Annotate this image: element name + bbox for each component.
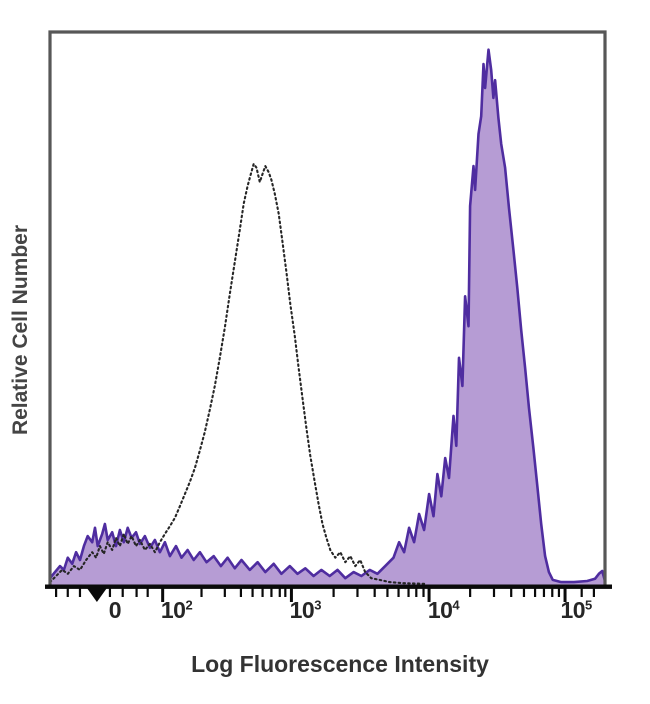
series-fill-purple-filled-histogram [50,49,605,586]
x-axis-label: Log Fluorescence Intensity [191,651,489,677]
y-axis-label: Relative Cell Number [9,224,32,436]
series-outline-purple-filled-histogram [48,48,607,584]
x-tick-label-10^5: 105 [560,597,592,623]
x-tick-label-10^3: 103 [289,597,322,623]
plot-frame [48,30,607,586]
x-tick-label-10^4: 104 [427,597,460,623]
series-outline-dotted-open-histogram [48,162,426,585]
x-tick-label-0: 0 [108,597,122,623]
x-axis-line [45,584,612,589]
x-tick-label-10^2: 102 [160,597,193,623]
x-zero-wedge-tick [86,588,107,602]
